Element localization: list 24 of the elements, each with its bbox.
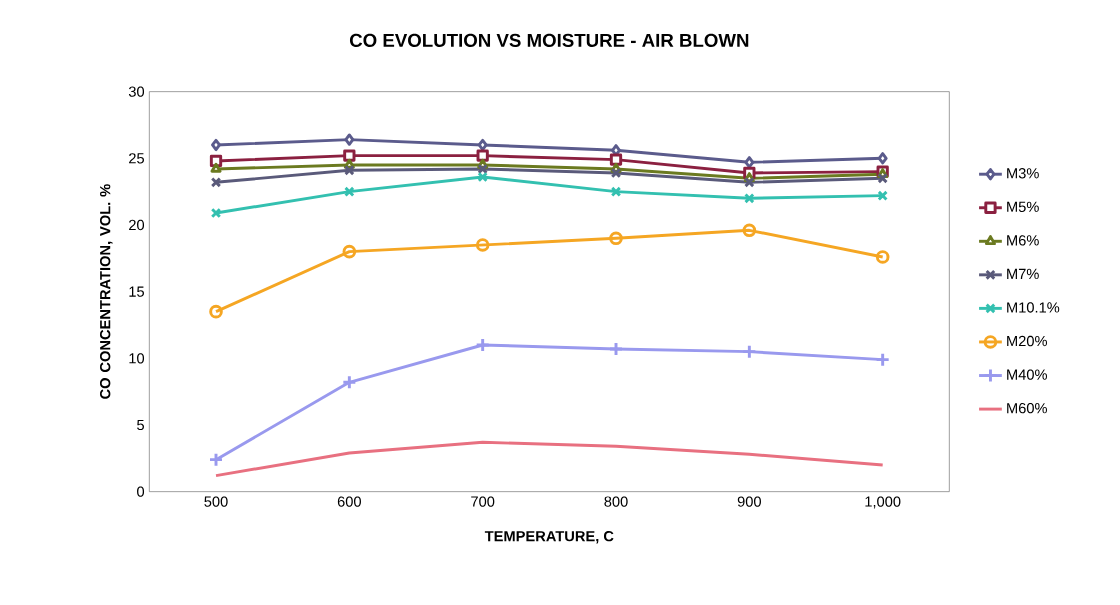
x-axis-title: TEMPERATURE, C xyxy=(484,530,614,544)
x-tick-label: 500 xyxy=(204,496,228,507)
legend-label: M40% xyxy=(1007,369,1047,380)
legend-label: M5% xyxy=(1007,201,1039,212)
chart-title: CO EVOLUTION VS MOISTURE - AIR BLOWN xyxy=(349,33,749,47)
y-tick-label: 5 xyxy=(137,419,144,431)
x-tick-label: 1,000 xyxy=(865,496,901,509)
y-tick-label: 30 xyxy=(128,86,145,97)
x-tick-label: 800 xyxy=(604,496,628,507)
legend-label: M20% xyxy=(1007,335,1047,347)
y-tick-label: 10 xyxy=(129,353,145,364)
legend-label: M10.1% xyxy=(1007,302,1060,313)
x-tick-label: 600 xyxy=(337,496,361,507)
x-tick-label: 900 xyxy=(737,496,761,507)
legend-label: M60% xyxy=(1007,402,1047,414)
y-tick-label: 20 xyxy=(129,219,145,231)
legend-label: M6% xyxy=(1007,235,1039,246)
legend-label: M7% xyxy=(1007,268,1039,280)
y-tick-label: 25 xyxy=(129,153,144,164)
y-axis-title: CO CONCENTRATION, VOL. % xyxy=(100,184,113,399)
y-tick-label: 15 xyxy=(129,286,144,297)
x-tick-label: 700 xyxy=(471,496,495,507)
legend-label: M3% xyxy=(1007,168,1039,179)
y-tick-label: 0 xyxy=(137,486,145,497)
